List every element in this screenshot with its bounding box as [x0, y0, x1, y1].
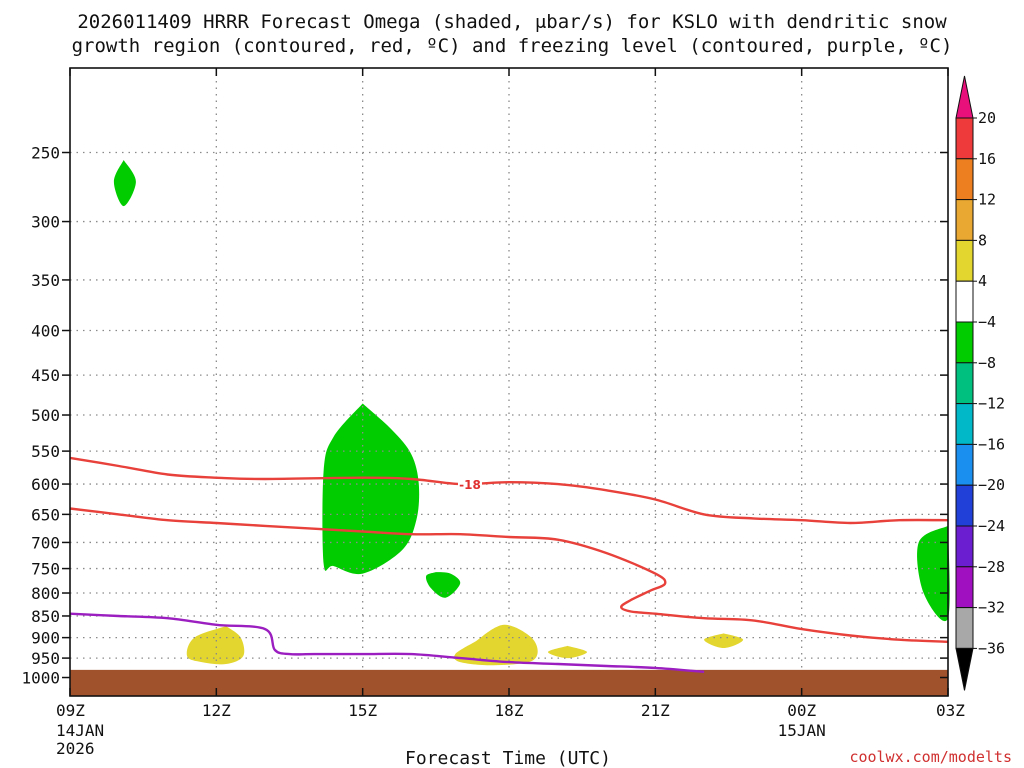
- x-tick-label-2: 15Z: [348, 701, 377, 720]
- y-tick-label-450: 450: [31, 366, 60, 385]
- x-axis-label: Forecast Time (UTC): [405, 748, 611, 768]
- x-tick-sublabel-0-1: 2026: [56, 739, 95, 758]
- colorbar-bin-11: [955, 525, 974, 568]
- colorbar-tick-label-2: 12: [978, 191, 996, 209]
- freezing-level-contour: [69, 612, 705, 673]
- colorbar-tick-label-0: 20: [978, 109, 996, 127]
- omega-shaded-region-1: [322, 403, 420, 575]
- y-tick-label-600: 600: [31, 475, 60, 494]
- omega-shaded-region-4: [454, 624, 538, 666]
- y-tick-label-1000: 1000: [21, 669, 60, 688]
- omega-shaded-region-2: [425, 572, 461, 598]
- colorbar-bin-13: [955, 607, 974, 649]
- omega-shaded-region-7: [917, 525, 950, 622]
- colorbar-tick-label-3: 8: [978, 231, 987, 249]
- y-tick-label-250: 250: [31, 144, 60, 163]
- colorbar-bin-12: [955, 566, 974, 609]
- y-tick-label-900: 900: [31, 629, 60, 648]
- y-tick-label-950: 950: [31, 649, 60, 668]
- colorbar-bin-10: [955, 484, 974, 527]
- credit-text[interactable]: coolwx.com/modelts: [849, 748, 1012, 766]
- colorbar-tick-label-6: −8: [978, 354, 996, 372]
- y-tick-label-850: 850: [31, 607, 60, 626]
- plot-area: -18 250 300 350 400 450 500 550 600 650 700 750 800 8…: [21, 67, 965, 758]
- y-tick-label-800: 800: [31, 584, 60, 603]
- dgz-contour-label-bg-0: [457, 476, 482, 492]
- colorbar-bin-2: [955, 158, 974, 201]
- y-tick-label-750: 750: [31, 560, 60, 579]
- x-tick-sublabel-5-0: 15JAN: [778, 721, 826, 740]
- dgz-contour-label-0: -18: [459, 478, 481, 492]
- colorbar-bin-6: [955, 321, 974, 364]
- colorbar-tick-label-9: −20: [978, 476, 1005, 494]
- colorbar-tick-label-7: −12: [978, 395, 1005, 413]
- colorbar-bin-3: [955, 199, 974, 241]
- colorbar-bin-7: [955, 362, 974, 405]
- dgz-contour-0: [69, 456, 949, 525]
- y-tick-label-300: 300: [31, 213, 60, 232]
- omega-shaded-region-0: [113, 160, 136, 207]
- colorbar-tick-label-12: −32: [978, 599, 1005, 617]
- omega-shaded-region-5: [548, 645, 587, 659]
- x-tick-sublabel-0-0: 14JAN: [56, 721, 104, 740]
- x-tick-label-0: 09Z: [56, 701, 85, 720]
- colorbar-tick-label-13: −36: [978, 639, 1005, 657]
- dgz-contour-1: [69, 507, 949, 643]
- chart-title-line1: 2026011409 HRRR Forecast Omega (shaded, …: [77, 11, 947, 33]
- colorbar-tick-label-11: −28: [978, 558, 1005, 576]
- colorbar-tick-label-1: 16: [978, 150, 996, 168]
- y-tick-label-400: 400: [31, 322, 60, 341]
- x-tick-label-5: 00Z: [787, 701, 816, 720]
- colorbar-tick-label-10: −24: [978, 517, 1005, 535]
- colorbar-tick-label-8: −16: [978, 435, 1005, 453]
- x-tick-label-1: 12Z: [202, 701, 231, 720]
- colorbar-bottom-arrow: [955, 647, 974, 691]
- colorbar-bin-5: [955, 280, 974, 323]
- y-tick-label-700: 700: [31, 533, 60, 552]
- colorbar-bin-4: [955, 239, 974, 282]
- omega-shaded-region-3: [186, 626, 245, 665]
- y-tick-label-350: 350: [31, 271, 60, 290]
- x-tick-label-6: 03Z: [936, 701, 965, 720]
- omega-shaded-region-6: [704, 633, 744, 648]
- colorbar-bin-1: [955, 117, 974, 160]
- chart-title-line2: growth region (contoured, red, ºC) and f…: [72, 35, 953, 57]
- colorbar-bin-9: [955, 443, 974, 486]
- y-tick-label-550: 550: [31, 442, 60, 461]
- y-tick-label-500: 500: [31, 406, 60, 425]
- x-tick-label-4: 21Z: [641, 701, 670, 720]
- x-tick-label-3: 18Z: [495, 701, 524, 720]
- colorbar-tick-label-5: −4: [978, 313, 996, 331]
- colorbar-top-arrow: [955, 75, 974, 119]
- colorbar: 20 16 12 8 4 −4 −8 −12 −16 −20 −24 −28 −32 −36: [955, 75, 1005, 691]
- colorbar-bin-8: [955, 403, 974, 445]
- colorbar-tick-label-4: 4: [978, 272, 987, 290]
- y-tick-label-650: 650: [31, 505, 60, 524]
